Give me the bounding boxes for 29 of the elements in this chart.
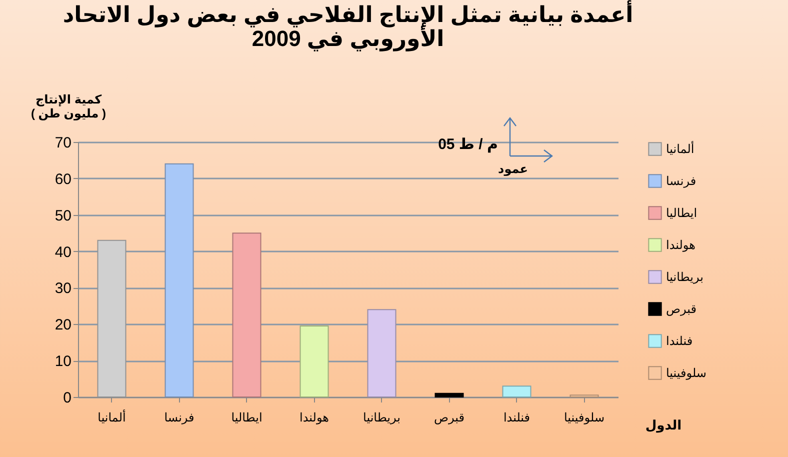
- chart-title: أعمدة بيانية تمثل الإنتاج الفلاحي في بعض دول الاتحاد الأوروبي في 2009: [62, 0, 634, 52]
- legend-label: سلوفينيا: [666, 366, 706, 380]
- x-tick-label: ألمانيا: [98, 410, 126, 424]
- y-tick-label: 10: [54, 353, 72, 370]
- y-tick-label: 50: [54, 207, 72, 224]
- x-tick-label: سلوفينيا: [564, 410, 604, 424]
- y-tick-label: 70: [54, 134, 72, 152]
- x-tick-label: فرنسا: [164, 410, 194, 424]
- legend-label: بريطانيا: [666, 270, 704, 284]
- y-tick-label: 60: [54, 170, 72, 188]
- x-tick-label: بريطانيا: [363, 410, 400, 424]
- x-tick-label: ايطاليا: [231, 410, 262, 424]
- x-tick-label: قبرص: [434, 410, 464, 424]
- y-tick-label: 40: [54, 244, 72, 261]
- y-tick-label: 30: [54, 280, 72, 298]
- y-tick-label: 0: [63, 390, 72, 406]
- x-axis-title: الدول: [645, 418, 682, 434]
- annotation: 05 م / ط: [438, 136, 498, 153]
- legend-label: ألمانيا: [666, 141, 694, 156]
- legend-label: ايطاليا: [666, 206, 698, 220]
- legend-label: هولندا: [666, 238, 696, 252]
- legend-label: فنلندا: [666, 334, 693, 348]
- x-tick-label: هولندا: [300, 410, 329, 424]
- legend-label: قبرص: [666, 302, 696, 316]
- legend-label: فرنسا: [666, 174, 696, 188]
- x-tick-label: فنلندا: [503, 410, 530, 424]
- y-axis-title: كمية الإنتاج ( مليون طن ): [30, 92, 106, 120]
- annotation: عمود: [498, 162, 528, 176]
- y-tick-label: 20: [54, 316, 72, 334]
